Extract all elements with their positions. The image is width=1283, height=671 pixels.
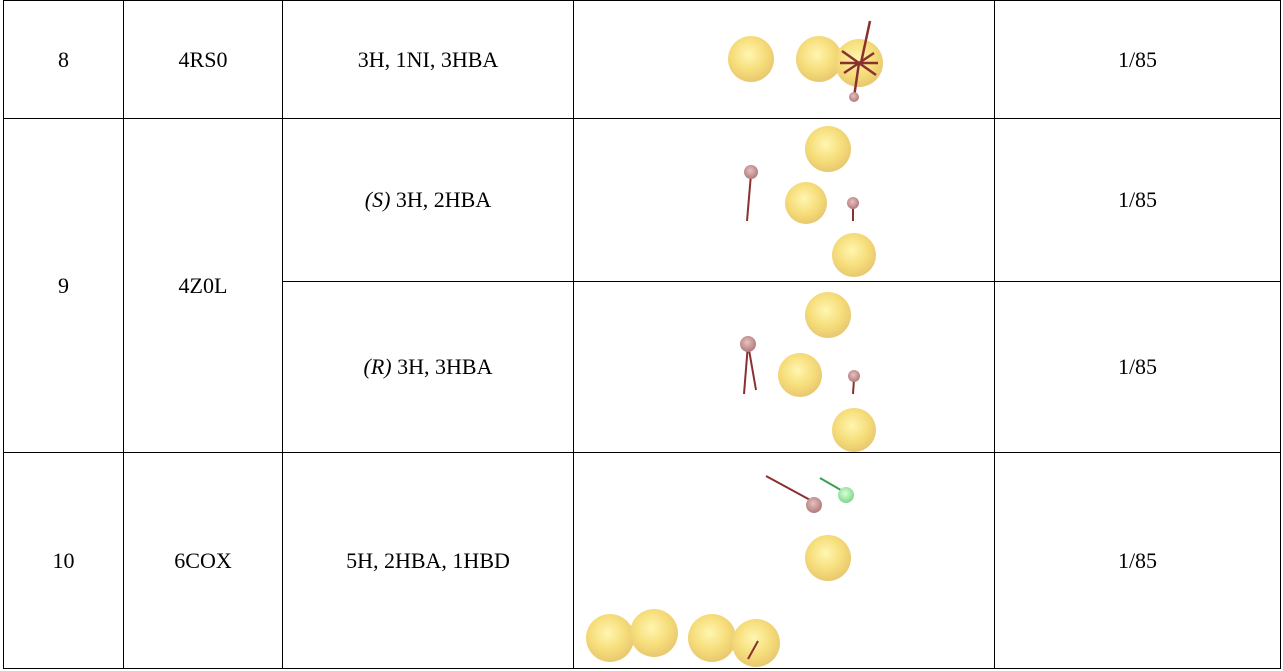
image-cell [573, 281, 995, 453]
image-cell [573, 452, 995, 669]
features-cell: 5H, 2HBA, 1HBD [282, 452, 574, 669]
pharmacophore-image [740, 292, 876, 452]
pharmacophore-image [744, 126, 876, 277]
image-cell [573, 0, 995, 119]
table-row: (R) 3H, 3HBA 1/85 [4, 281, 1281, 453]
stereo-label: (S) [364, 187, 391, 212]
id-cell: 10 [3, 452, 124, 669]
features-cell: 3H, 1NI, 3HBA [282, 0, 574, 119]
stereo-label: (R) [363, 354, 392, 379]
pdb-cell: 4Z0L [123, 118, 283, 453]
id-cell: 8 [3, 0, 124, 119]
pharmacophore-image [586, 475, 854, 667]
features-cell: (R) 3H, 3HBA [282, 281, 574, 453]
ratio-cell: 1/85 [994, 281, 1281, 453]
ratio-cell: 1/85 [994, 0, 1281, 119]
table-row: 8 4RS0 3H, 1NI, 3HBA 1/85 [3, 0, 1281, 119]
pdb-cell: 4RS0 [123, 0, 283, 119]
pharmacophore-table: 8 4RS0 3H, 1NI, 3HBA 1/85 9 4Z0L (S) 3H,… [3, 0, 1281, 669]
id-cell: 9 [3, 118, 124, 453]
features-text: 3H, 2HBA [395, 187, 492, 212]
pharmacophore-image [728, 20, 883, 102]
features-text: 3H, 3HBA [397, 354, 493, 379]
pdb-cell: 6COX [123, 452, 283, 669]
ratio-cell: 1/85 [994, 452, 1281, 669]
table-row: 9 4Z0L (S) 3H, 2HBA 1/85 [3, 118, 1281, 453]
features-cell: (S) 3H, 2HBA [282, 118, 574, 282]
table-row: 10 6COX 5H, 2HBA, 1HBD 1/85 [3, 452, 1281, 669]
ratio-cell: 1/85 [994, 118, 1281, 282]
image-cell [573, 118, 995, 282]
